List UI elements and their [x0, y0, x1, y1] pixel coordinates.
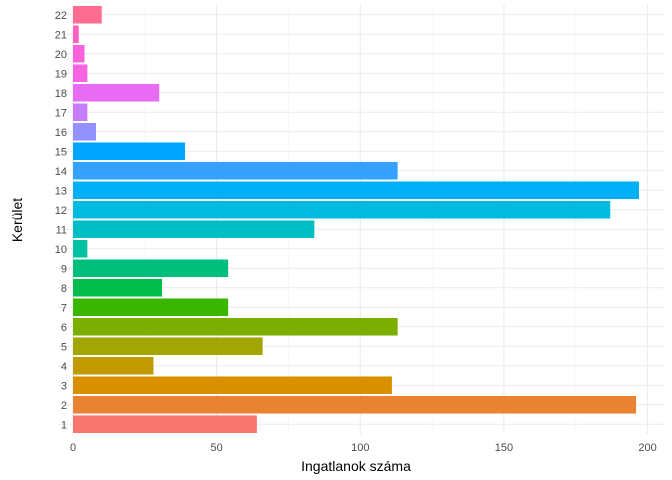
bar-kerulet-1: [73, 415, 257, 434]
y-axis-title: Kerület: [9, 198, 25, 242]
y-tick-label: 1: [61, 419, 67, 431]
bar-kerulet-8: [73, 278, 163, 297]
bar-kerulet-7: [73, 298, 229, 317]
bar-kerulet-17: [73, 103, 88, 122]
x-axis-ticks: 0 50 100 150 200: [70, 442, 657, 454]
bar-kerulet-9: [73, 259, 229, 278]
y-tick-label: 19: [55, 68, 67, 80]
y-tick-label: 22: [55, 10, 67, 22]
bar-kerulet-3: [73, 376, 392, 395]
bar-kerulet-2: [73, 395, 637, 414]
bar-kerulet-10: [73, 239, 88, 258]
y-tick-label: 11: [56, 224, 67, 236]
y-tick-label: 6: [61, 322, 67, 334]
bars: [73, 5, 639, 434]
bar-kerulet-6: [73, 317, 398, 336]
y-tick-label: 13: [55, 185, 67, 197]
x-tick-label: 0: [70, 442, 76, 454]
x-tick-label: 200: [638, 442, 656, 454]
bar-kerulet-16: [73, 122, 96, 141]
bar-kerulet-5: [73, 337, 263, 356]
x-tick-label: 150: [495, 442, 513, 454]
x-axis-title: Ingatlanok száma: [301, 458, 411, 474]
y-tick-label: 14: [55, 166, 67, 178]
y-tick-label: 20: [55, 49, 67, 61]
bar-kerulet-12: [73, 200, 611, 219]
y-tick-label: 15: [55, 146, 67, 158]
y-tick-label: 21: [55, 29, 67, 41]
x-tick-label: 100: [351, 442, 369, 454]
bar-kerulet-22: [73, 5, 102, 24]
y-tick-label: 2: [61, 400, 67, 412]
bar-kerulet-15: [73, 142, 186, 161]
y-tick-label: 10: [55, 244, 67, 256]
y-tick-label: 12: [55, 205, 67, 217]
y-tick-label: 16: [55, 127, 67, 139]
y-tick-label: 5: [61, 341, 67, 353]
bar-kerulet-21: [73, 25, 79, 44]
bar-kerulet-13: [73, 181, 639, 200]
y-tick-label: 7: [61, 302, 67, 314]
y-tick-label: 9: [61, 263, 67, 275]
y-tick-label: 3: [61, 380, 67, 392]
bar-kerulet-4: [73, 356, 154, 375]
bar-kerulet-18: [73, 83, 160, 102]
y-tick-label: 8: [61, 283, 67, 295]
y-tick-label: 4: [61, 361, 67, 373]
bar-kerulet-14: [73, 161, 398, 180]
x-tick-label: 50: [211, 442, 223, 454]
bar-kerulet-19: [73, 64, 88, 83]
y-tick-label: 18: [55, 88, 67, 100]
bar-kerulet-11: [73, 220, 315, 239]
bar-kerulet-20: [73, 44, 85, 63]
y-tick-label: 17: [55, 107, 67, 119]
